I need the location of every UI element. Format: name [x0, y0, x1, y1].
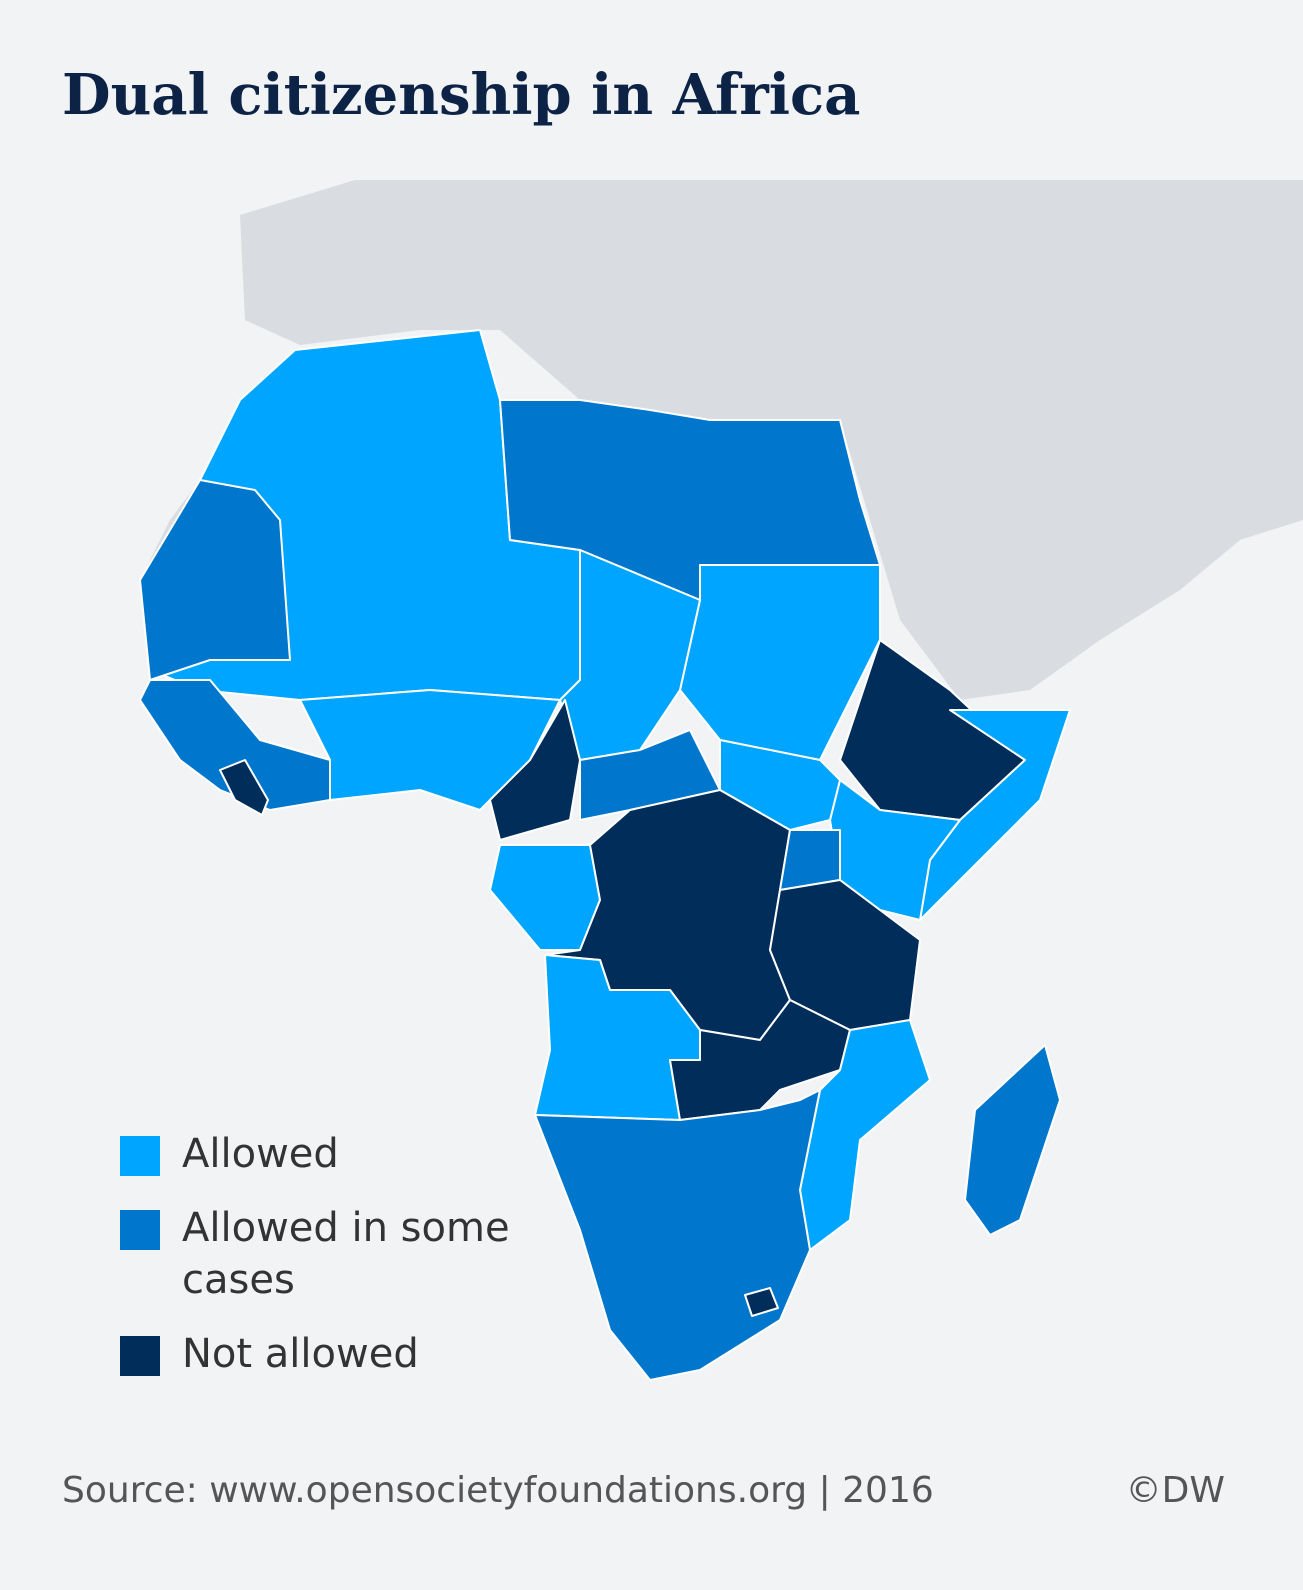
legend-item: Allowed — [120, 1131, 540, 1180]
country — [669, 999, 851, 1121]
country — [534, 1089, 821, 1381]
legend-label: Not allowed — [182, 1331, 419, 1377]
country — [799, 1019, 931, 1251]
source: Source: www.opensocietyfoundations.org |… — [62, 1470, 934, 1511]
country — [139, 479, 291, 681]
credit: ©DW — [1125, 1470, 1225, 1511]
country — [489, 844, 601, 951]
country — [744, 1287, 779, 1317]
legend-swatch — [120, 1336, 160, 1376]
country — [139, 679, 331, 811]
legend-label: Allowed — [182, 1131, 339, 1177]
title: Dual citizenship in Africa — [62, 62, 861, 128]
legend-swatch — [120, 1136, 160, 1176]
legend-item: Allowed in some cases — [120, 1205, 540, 1306]
other-land — [240, 180, 1303, 700]
country — [964, 1044, 1061, 1236]
legend-swatch — [120, 1210, 160, 1250]
legend-label: Allowed in some cases — [182, 1205, 510, 1303]
country — [299, 689, 561, 811]
country — [499, 399, 881, 601]
legend-item: Not allowed — [120, 1331, 540, 1380]
legend: Allowed Allowed in some cases Not allowed — [120, 1131, 540, 1406]
country — [219, 759, 269, 816]
